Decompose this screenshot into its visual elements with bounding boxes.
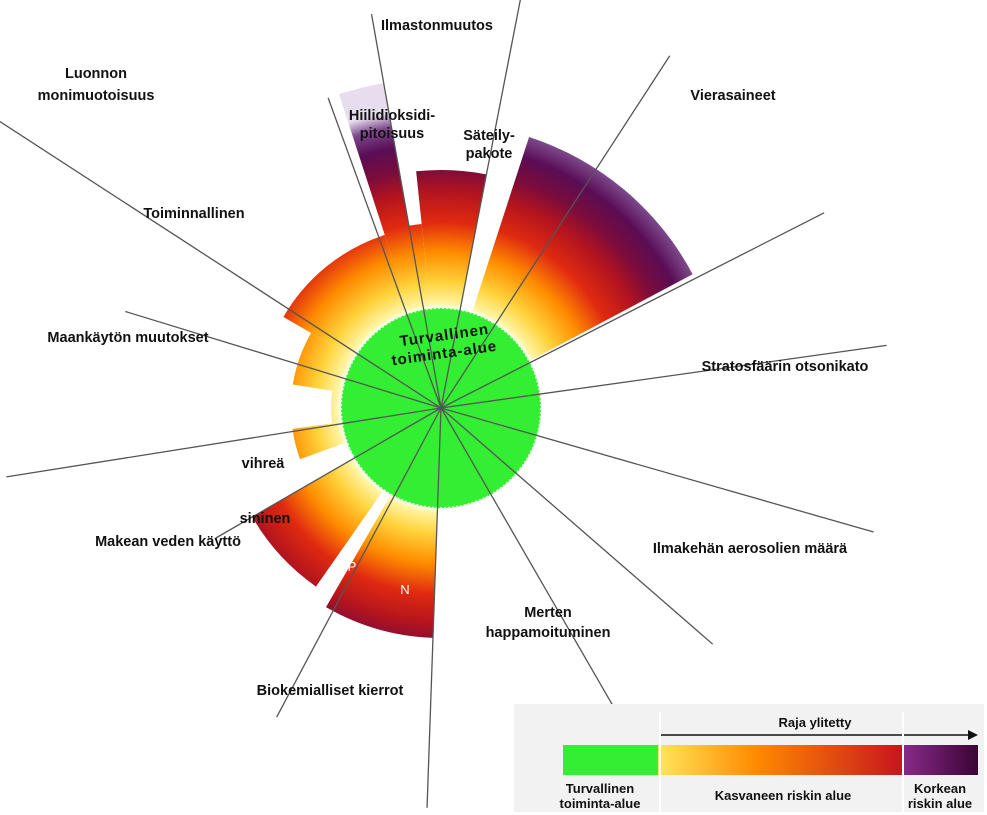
divider-line <box>440 0 521 409</box>
label-biodiversity-line2: monimuotoisuus <box>38 88 155 104</box>
divider-line <box>426 407 442 808</box>
divider-line <box>327 97 442 409</box>
divider-line <box>276 407 442 718</box>
divider-lines <box>0 0 887 808</box>
label-phosphorus: P <box>348 559 357 574</box>
divider-line <box>440 344 887 409</box>
label-aerosols: Ilmakehän aerosolien määrä <box>653 541 848 557</box>
legend-arrow-head <box>968 730 978 740</box>
divider-line <box>6 407 442 478</box>
label-ocean-line1: Merten <box>524 605 572 621</box>
legend-high-line2: riskin alue <box>908 796 972 811</box>
divider-line <box>370 13 442 409</box>
label-freshwater: Makean veden käyttö <box>95 534 241 550</box>
legend-high-line1: Korkean <box>914 781 966 796</box>
label-co2-line2: pitoisuus <box>360 126 424 142</box>
legend-safe-line2: toiminta-alue <box>560 796 641 811</box>
label-biogeochemical: Biokemialliset kierrot <box>257 683 404 699</box>
legend-safe-line1: Turvallinen <box>566 781 634 796</box>
label-blue-water: sininen <box>240 511 291 527</box>
label-functional: Toiminnallinen <box>143 206 244 222</box>
label-green-water: vihreä <box>242 456 286 472</box>
label-ocean-line2: happamoituminen <box>486 625 611 641</box>
label-ozone: Stratosfäärin otsonikato <box>702 359 869 375</box>
label-nitrogen: N <box>400 582 409 597</box>
legend: Raja ylitetty Turvallinen toiminta-alue … <box>514 704 984 812</box>
legend-exceeded: Raja ylitetty <box>779 715 853 730</box>
divider-line <box>440 407 632 738</box>
label-biodiversity-line1: Luonnon <box>65 66 127 82</box>
divider-line <box>440 407 874 533</box>
safe-space-boundary <box>340 307 542 509</box>
legend-increasing: Kasvaneen riskin alue <box>715 788 852 803</box>
divider-line <box>440 55 671 409</box>
label-forcing-line2: pakote <box>466 146 513 162</box>
divider-line <box>215 407 442 539</box>
divider-line <box>0 120 442 409</box>
legend-swatch-safe <box>563 745 658 775</box>
divider-line <box>440 212 825 409</box>
label-forcing-line1: Säteily- <box>463 128 515 144</box>
wedge-climate-forcing <box>416 169 487 408</box>
label-novel-entities: Vierasaineet <box>690 88 775 104</box>
label-land-use: Maankäytön muutokset <box>47 330 208 346</box>
label-co2-line1: Hiilidioksidi- <box>349 108 435 124</box>
legend-swatch-high <box>903 745 978 775</box>
divider-line <box>125 310 442 409</box>
label-climate-change: Ilmastonmuutos <box>381 18 493 34</box>
divider-line <box>440 407 714 645</box>
legend-swatch-increasing <box>658 745 903 775</box>
label-genetic: Geneettinen <box>223 108 310 125</box>
